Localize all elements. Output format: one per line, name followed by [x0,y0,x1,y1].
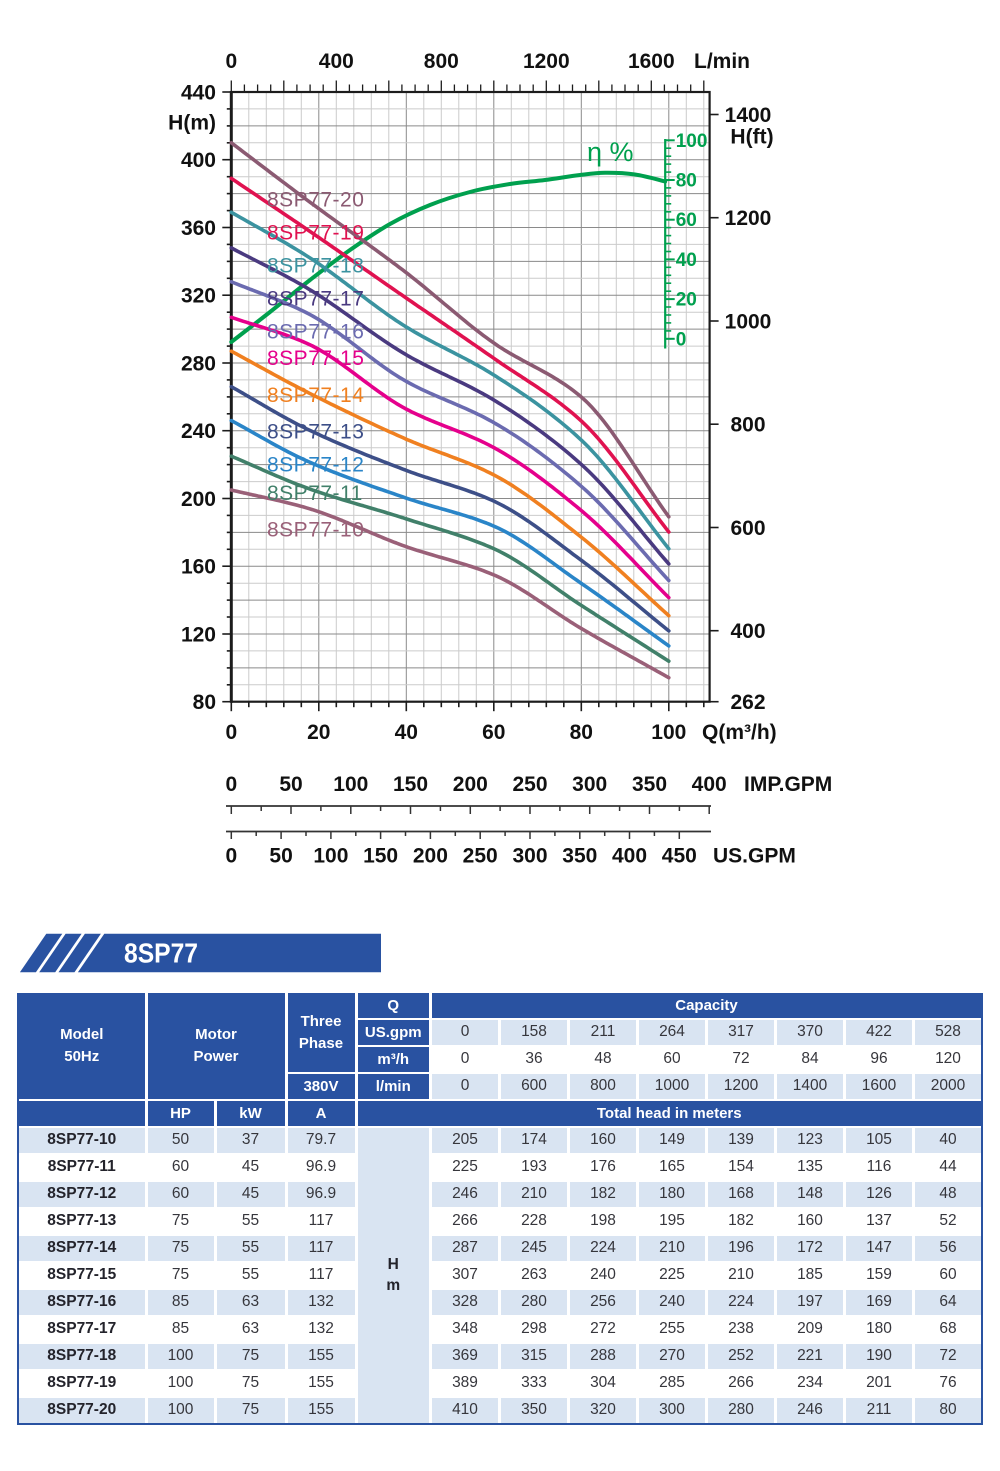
svg-text:100: 100 [333,773,368,796]
svg-text:350: 350 [562,845,597,868]
svg-text:1200: 1200 [523,50,570,73]
svg-text:100: 100 [651,721,686,744]
svg-text:8SP77-19: 8SP77-19 [267,222,364,245]
svg-text:Q(m³/h): Q(m³/h) [702,721,777,744]
svg-text:8SP77-15: 8SP77-15 [267,347,364,370]
svg-text:8SP77-13: 8SP77-13 [267,421,364,444]
svg-text:100: 100 [676,131,708,152]
svg-text:0: 0 [225,773,237,796]
svg-text:100: 100 [313,845,348,868]
svg-text:150: 150 [393,773,428,796]
svg-text:400: 400 [692,773,727,796]
svg-text:150: 150 [363,845,398,868]
svg-text:160: 160 [181,556,216,579]
svg-text:50: 50 [279,773,302,796]
svg-text:200: 200 [453,773,488,796]
svg-text:400: 400 [730,620,765,643]
svg-text:200: 200 [413,845,448,868]
svg-text:320: 320 [181,285,216,308]
svg-text:8SP77-16: 8SP77-16 [267,321,364,344]
svg-text:8SP77-14: 8SP77-14 [267,384,364,407]
svg-text:60: 60 [482,721,505,744]
svg-text:8SP77-11: 8SP77-11 [267,482,363,505]
svg-text:250: 250 [512,773,547,796]
svg-text:0: 0 [225,50,237,73]
svg-text:60: 60 [676,210,697,231]
svg-text:400: 400 [612,845,647,868]
svg-text:200: 200 [181,488,216,511]
svg-text:600: 600 [730,517,765,540]
svg-text:120: 120 [181,624,216,647]
svg-text:8SP77-17: 8SP77-17 [267,288,364,311]
svg-text:η %: η % [587,137,634,167]
svg-text:8SP77: 8SP77 [124,937,198,968]
svg-text:80: 80 [570,721,593,744]
svg-text:450: 450 [662,845,697,868]
svg-text:H(ft): H(ft) [730,126,773,149]
svg-text:8SP77-12: 8SP77-12 [267,454,364,477]
svg-text:8SP77-10: 8SP77-10 [267,519,364,542]
svg-text:1400: 1400 [725,104,772,127]
svg-text:250: 250 [463,845,498,868]
svg-text:0: 0 [676,329,687,350]
svg-text:IMP.GPM: IMP.GPM [744,773,832,796]
svg-text:0: 0 [225,845,237,868]
svg-text:800: 800 [424,50,459,73]
svg-text:H(m): H(m) [168,112,216,135]
svg-text:20: 20 [307,721,330,744]
svg-text:L/min: L/min [694,50,750,73]
svg-text:280: 280 [181,353,216,376]
svg-text:40: 40 [676,250,697,271]
svg-text:1000: 1000 [725,311,772,334]
svg-text:0: 0 [225,721,237,744]
svg-text:8SP77-18: 8SP77-18 [267,255,364,278]
svg-text:1600: 1600 [628,50,675,73]
svg-text:440: 440 [181,82,216,105]
svg-text:80: 80 [193,691,216,714]
svg-text:400: 400 [319,50,354,73]
svg-text:8SP77-20: 8SP77-20 [267,189,364,212]
svg-text:240: 240 [181,420,216,443]
svg-text:300: 300 [572,773,607,796]
svg-text:80: 80 [676,171,697,192]
svg-text:400: 400 [181,149,216,172]
svg-text:300: 300 [512,845,547,868]
svg-text:800: 800 [730,414,765,437]
svg-text:40: 40 [395,721,418,744]
svg-text:US.GPM: US.GPM [713,845,796,868]
svg-text:350: 350 [632,773,667,796]
svg-text:262: 262 [730,691,765,714]
svg-text:1200: 1200 [725,207,772,230]
svg-text:50: 50 [269,845,292,868]
svg-text:360: 360 [181,217,216,240]
svg-text:20: 20 [676,290,697,311]
